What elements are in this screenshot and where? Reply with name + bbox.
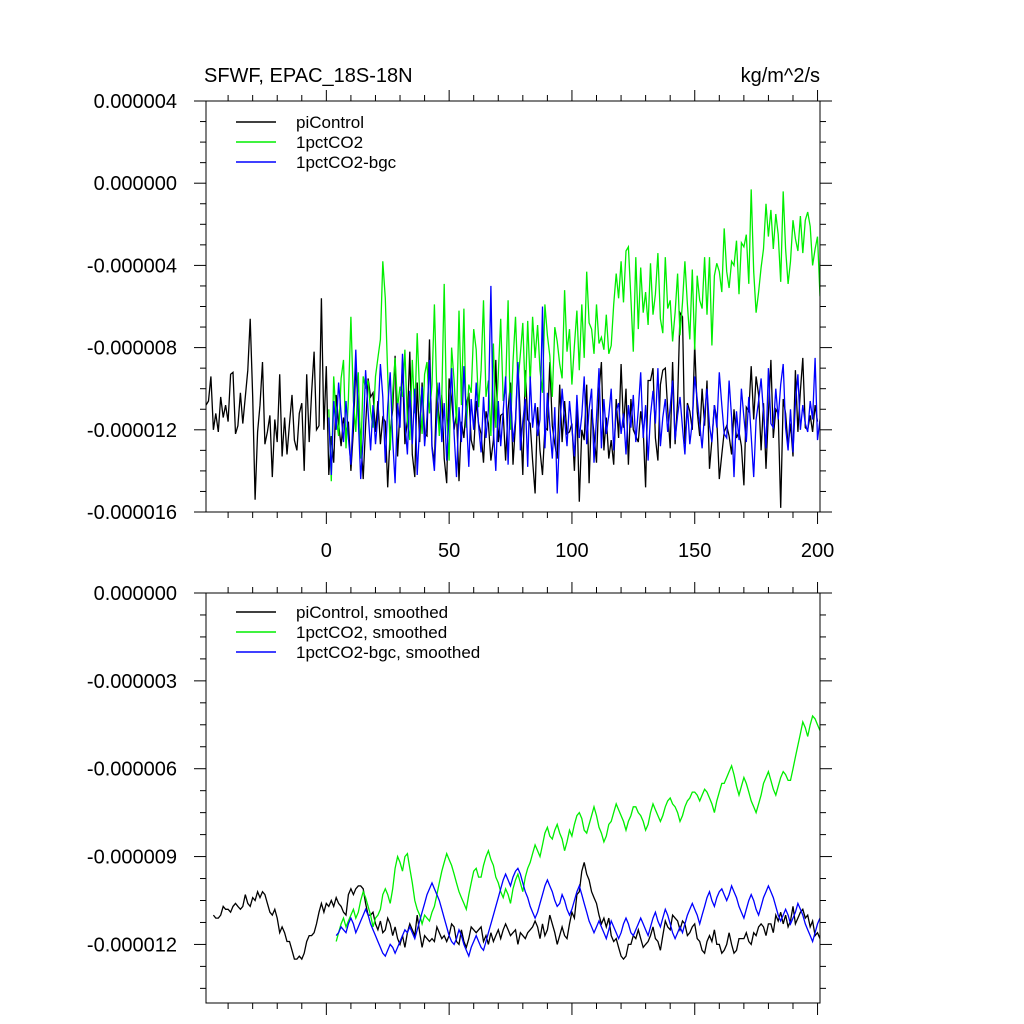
- bot-series-line-2: [335, 867, 820, 959]
- legend-label: 1pctCO2-bgc, smoothed: [296, 643, 480, 662]
- y-tick-label: -0.000016: [87, 502, 177, 524]
- top-panel-title: SFWF, EPAC_18S-18N: [204, 65, 413, 87]
- top-plot-frame: [205, 100, 821, 513]
- top-panel-units: kg/m^2/s: [741, 65, 820, 87]
- bot-series-line-0: [212, 862, 820, 961]
- y-tick-label: -0.000004: [87, 255, 177, 277]
- y-tick-label: -0.000009: [87, 847, 177, 869]
- y-tick-label: -0.000003: [87, 671, 177, 693]
- x-tick-label: 100: [555, 540, 588, 562]
- y-tick-label: -0.000006: [87, 759, 177, 781]
- legend-label: 1pctCO2-bgc: [296, 153, 397, 172]
- x-tick-label: 150: [678, 540, 711, 562]
- legend-label: 1pctCO2, smoothed: [296, 623, 447, 642]
- bottom-panel: 0.000000 -0.000003 -0.000006 -0.000009 -0.00…: [87, 582, 832, 1015]
- x-tick-label: 200: [801, 540, 834, 562]
- y-tick-label: -0.000012: [87, 934, 177, 956]
- y-tick-label: 0.000000: [94, 583, 177, 605]
- top-series-line-2: [328, 285, 820, 494]
- y-tick-label: -0.000008: [87, 338, 177, 360]
- x-tick-label: 50: [438, 540, 460, 562]
- legend-label: piControl, smoothed: [296, 603, 448, 622]
- top-panel: SFWF, EPAC_18S-18N kg/m^2/s 0 50 100 150 200…: [87, 65, 834, 562]
- y-tick-label: 0.000004: [94, 91, 177, 113]
- y-tick-label: -0.000012: [87, 420, 177, 442]
- legend-label: 1pctCO2: [296, 133, 363, 152]
- legend-label: piControl: [296, 113, 364, 132]
- bottom-plot-frame: [205, 592, 821, 1004]
- x-tick-label: 0: [321, 540, 332, 562]
- y-tick-label: 0.000000: [94, 173, 177, 195]
- bot-series-line-1: [335, 714, 820, 942]
